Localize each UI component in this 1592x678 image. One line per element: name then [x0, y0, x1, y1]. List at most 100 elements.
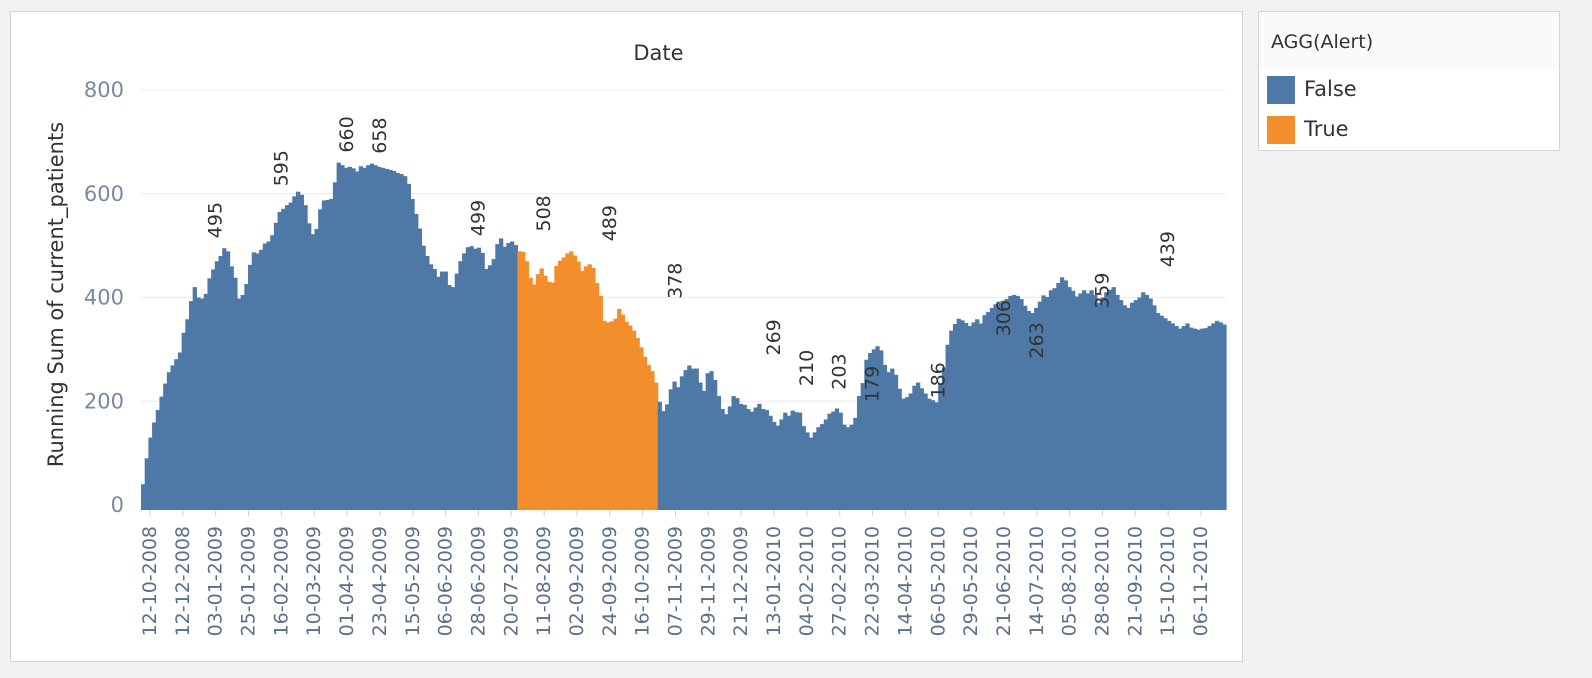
bar	[591, 267, 596, 510]
bar	[406, 183, 411, 510]
bar	[1141, 292, 1146, 510]
bar	[797, 412, 803, 510]
x-tick-label: 27-02-2010	[829, 526, 851, 636]
bar	[679, 376, 685, 510]
bar	[1192, 328, 1198, 511]
bar	[904, 397, 910, 510]
bar	[1015, 295, 1020, 510]
bar	[890, 368, 895, 510]
bar	[620, 314, 626, 510]
bar	[1200, 328, 1205, 511]
bar	[510, 241, 515, 511]
bar	[808, 437, 814, 510]
bar	[1056, 282, 1061, 510]
data-label: 203	[829, 353, 851, 389]
bar	[772, 422, 777, 510]
bar	[1071, 290, 1076, 510]
bar	[1019, 299, 1024, 510]
bar	[273, 222, 279, 511]
bar	[1174, 326, 1179, 510]
bar	[473, 248, 478, 511]
bar	[694, 368, 699, 510]
data-label: 658	[369, 117, 391, 153]
bar	[617, 308, 622, 510]
bar	[1185, 323, 1190, 510]
bar	[211, 269, 216, 510]
bar	[720, 409, 725, 510]
bar	[949, 330, 954, 510]
bar	[705, 373, 710, 510]
bar	[952, 323, 958, 510]
bar	[997, 301, 1002, 510]
data-label: 378	[665, 263, 687, 299]
bar	[709, 371, 714, 510]
bar	[329, 198, 334, 510]
bar	[1214, 320, 1220, 510]
bar	[1166, 320, 1172, 510]
bar	[1078, 293, 1083, 510]
bar	[1211, 323, 1216, 510]
bar	[945, 344, 950, 510]
bar	[399, 174, 404, 511]
legend-label-true: True	[1304, 117, 1349, 141]
bar	[284, 205, 290, 510]
bar	[1122, 305, 1127, 510]
legend: AGG(Alert) False True	[1258, 11, 1560, 151]
bar	[163, 383, 168, 510]
x-tick-label: 12-12-2008	[172, 526, 194, 636]
bar	[310, 234, 316, 510]
legend-item-false[interactable]: False	[1267, 76, 1547, 104]
bar	[1118, 300, 1124, 510]
bar	[259, 249, 264, 511]
bar	[779, 419, 784, 510]
bar	[1170, 323, 1175, 510]
x-tick-label: 29-05-2010	[960, 526, 982, 636]
x-tick-label: 04-02-2010	[796, 526, 818, 636]
bar	[1041, 295, 1046, 510]
bar	[244, 284, 249, 510]
bar	[270, 235, 275, 510]
bar	[698, 382, 703, 510]
bar	[1163, 318, 1168, 510]
legend-item-true[interactable]: True	[1267, 116, 1547, 144]
x-tick-label: 07-11-2009	[665, 526, 687, 636]
bar	[1093, 294, 1098, 510]
bar	[554, 265, 559, 510]
bar	[816, 427, 821, 510]
bar	[1203, 328, 1209, 510]
bar	[886, 372, 891, 510]
bar	[174, 359, 179, 510]
bar	[742, 404, 747, 510]
bar	[414, 213, 419, 511]
bar	[768, 415, 773, 510]
bar	[930, 400, 936, 510]
bar	[1152, 305, 1157, 510]
bar	[550, 282, 555, 510]
bar	[956, 318, 961, 510]
bar	[941, 367, 947, 510]
bar	[233, 277, 238, 510]
bar	[1111, 287, 1116, 511]
legend-swatch-false	[1267, 76, 1295, 104]
bar	[1037, 301, 1043, 510]
data-label: 210	[796, 350, 818, 386]
bar	[288, 202, 293, 510]
bar	[749, 411, 755, 511]
bar	[436, 276, 441, 510]
bar	[1222, 324, 1227, 510]
data-label: 595	[270, 150, 292, 186]
bar	[521, 251, 526, 510]
bar	[1030, 313, 1035, 510]
y-tick-label: 600	[84, 182, 124, 206]
bar	[214, 261, 220, 510]
bar	[967, 326, 972, 510]
bar	[875, 346, 880, 510]
bar	[388, 169, 393, 510]
bar	[251, 252, 256, 510]
x-tick-label: 24-09-2009	[599, 526, 621, 636]
bar	[661, 411, 666, 510]
bar	[864, 359, 869, 510]
x-tick-label: 06-11-2010	[1190, 526, 1212, 636]
bar	[166, 372, 172, 510]
bar	[517, 251, 522, 510]
